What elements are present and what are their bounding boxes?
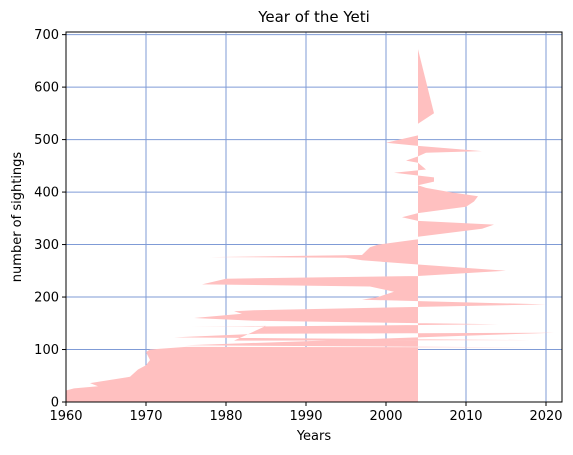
sightings-fill <box>66 49 554 403</box>
y-tick-label: 0 <box>51 396 59 411</box>
x-tick-label: 1970 <box>129 409 162 424</box>
x-tick-label: 1980 <box>209 409 242 424</box>
y-tick-label: 700 <box>34 28 59 43</box>
plot-frame <box>65 31 563 403</box>
x-tick-label: 1960 <box>49 409 82 424</box>
y-tick-label: 400 <box>34 186 59 201</box>
y-tick-label: 500 <box>34 133 59 148</box>
x-tick-label: 2010 <box>449 409 482 424</box>
y-ticks: 0 100 200 300 400 500 600 700 <box>34 28 66 411</box>
y-tick-label: 100 <box>34 343 59 358</box>
y-tick-label: 600 <box>34 81 59 96</box>
y-axis-label: number of sightings <box>10 152 25 283</box>
x-tick-label: 2000 <box>369 409 402 424</box>
x-tick-label: 2020 <box>529 409 562 424</box>
x-tick-label: 1990 <box>289 409 322 424</box>
chart-title: Year of the Yeti <box>257 8 370 26</box>
y-tick-label: 200 <box>34 291 59 306</box>
x-axis-label: Years <box>296 429 332 444</box>
x-ticks: 1960 1970 1980 1990 2000 2010 2020 <box>49 402 563 424</box>
y-tick-label: 300 <box>34 238 59 253</box>
grid <box>65 32 562 403</box>
sightings-area <box>66 49 554 403</box>
